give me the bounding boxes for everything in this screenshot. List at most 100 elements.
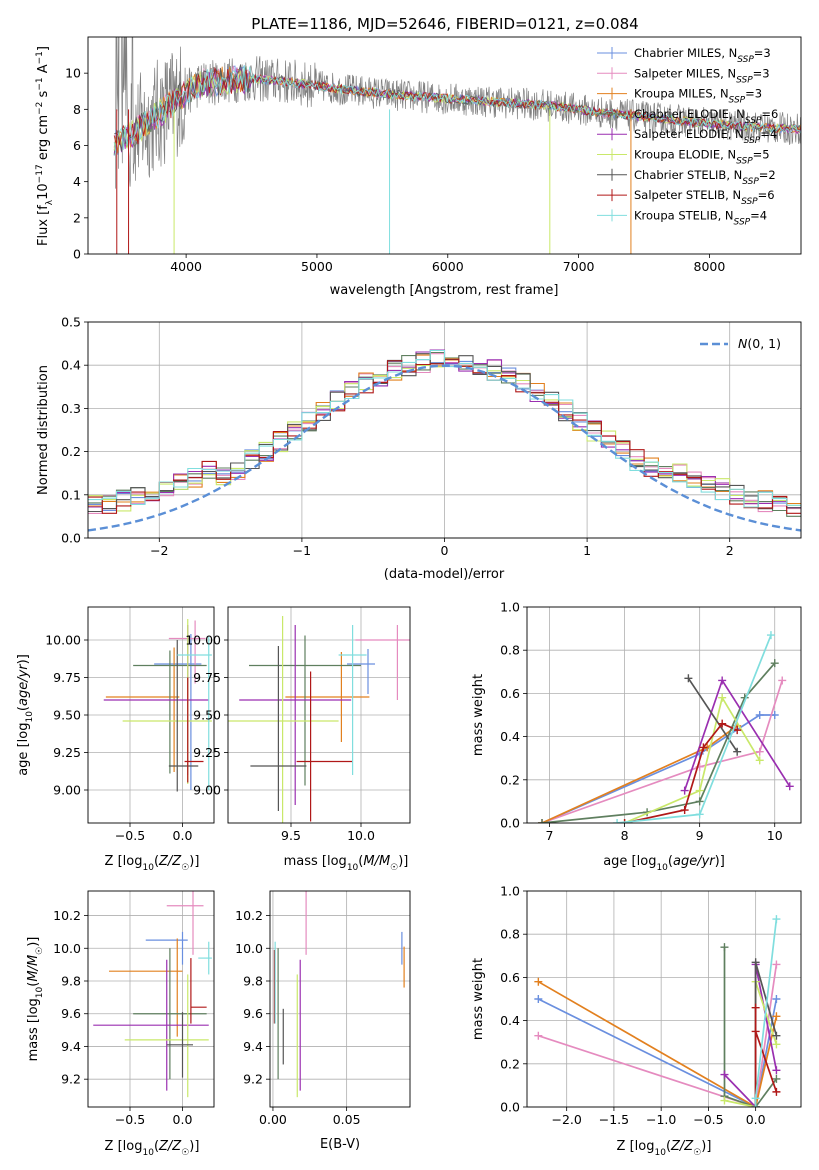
- y-axis-label: mass weight: [471, 958, 486, 1040]
- x-tick-label: 6000: [432, 259, 464, 274]
- plot-area: [103, 619, 212, 792]
- y-tick-label: 0.8: [500, 927, 520, 942]
- y-axis-label: Normed distribution: [36, 365, 51, 495]
- plot-area: [88, 349, 801, 532]
- x-tick-label: 10: [767, 828, 783, 843]
- mass-weight-series: [541, 662, 776, 823]
- mass-weight-marker: [620, 819, 629, 823]
- mass-weight-marker: [680, 806, 689, 815]
- mass-weight-marker: [751, 1103, 760, 1107]
- y-tick-label: 8: [73, 102, 81, 117]
- legend-label: Salpeter ELODIE, NSSP=4: [634, 127, 777, 146]
- y-tick-label: 9.00: [193, 783, 221, 798]
- x-tick-label: 0.0: [746, 1112, 766, 1127]
- model-spectrum-line: [113, 66, 801, 145]
- y-tick-label: 0.0: [500, 816, 520, 831]
- mass-weight-series: [541, 714, 775, 823]
- x-tick-label: 4000: [170, 259, 202, 274]
- y-tick-label: 9.4: [243, 1039, 263, 1054]
- y-tick-label: 10.2: [53, 908, 81, 923]
- y-tick-label: 9.6: [61, 1006, 81, 1021]
- y-tick-label: 1.0: [500, 600, 520, 615]
- x-tick-label: 7000: [563, 259, 595, 274]
- gaussian-reference-curve: [88, 364, 801, 532]
- x-tick-label: −0.5: [115, 828, 145, 843]
- y-tick-label: 0.0: [500, 1100, 520, 1115]
- y-tick-label: 0.6: [500, 970, 520, 985]
- y-tick-label: 10.0: [53, 941, 81, 956]
- x-tick-label: 10.0: [347, 828, 375, 843]
- mass-weight-series: [723, 947, 778, 1107]
- mass-weight-marker: [720, 943, 729, 952]
- legend-label: Chabrier MILES, NSSP=3: [634, 46, 771, 65]
- plot-mass_vs_ebv: 0.00 0.05 9.2 9.4 9.6 9.8 10.0 10.2 E(B-V): [235, 890, 411, 1152]
- x-tick-label: −1: [293, 543, 311, 558]
- y-tick-label: 9.50: [53, 708, 81, 723]
- mass-weight-marker: [772, 1031, 781, 1040]
- plot-age_vs_z: −0.5 0.0 9.00 9.25 9.50 9.75 10.00 Z [log10(Z/Z…: [16, 606, 215, 873]
- y-tick-label: 0: [73, 247, 81, 262]
- x-axis-label: age [log10(age/yr)]: [603, 854, 725, 873]
- plot-area: [113, 37, 801, 254]
- mass-weight-marker: [534, 1031, 543, 1040]
- mass-weight-marker: [772, 995, 781, 1003]
- x-tick-label: −2: [150, 543, 168, 558]
- plot-area: [538, 631, 794, 823]
- axes-frame: [269, 890, 411, 1108]
- plot-area: [93, 891, 212, 1098]
- mass-weight-marker: [613, 819, 622, 823]
- mass-weight-marker: [718, 693, 727, 702]
- x-tick-label: 9: [696, 828, 704, 843]
- y-tick-label: 6: [73, 138, 81, 153]
- y-axis-label: Flux [fλ10−17 erg cm−2 s−1 A−1]: [35, 46, 55, 246]
- mass-weight-marker: [695, 810, 704, 819]
- legend-label: Salpeter MILES, NSSP=3: [634, 66, 770, 85]
- x-axis-label: E(B-V): [320, 1137, 360, 1152]
- mass-weight-marker: [770, 659, 779, 668]
- y-tick-label: 0.4: [500, 1013, 520, 1028]
- mass-weight-marker: [755, 747, 764, 756]
- y-tick-label: 9.25: [53, 745, 81, 760]
- plot-mass_weight_vs_age: 7 8 9 10 0.0 0.2 0.4 0.6 0.8 1.0 age [log10(age/yr…: [471, 600, 802, 873]
- y-tick-label: 10.00: [185, 633, 221, 648]
- y-tick-label: 1.0: [500, 884, 520, 899]
- mass-weight-series: [617, 634, 772, 823]
- x-tick-label: −0.5: [693, 1112, 723, 1127]
- x-tick-label: 9.5: [281, 828, 301, 843]
- y-axis-label: age [log10(age/yr)]: [16, 654, 35, 776]
- plot-residuals: −2 −1 0 1 2 0.0 0.1 0.2 0.3 0.4 0.5 N(0, 1) (data-mo…: [36, 315, 802, 582]
- legend-label: Chabrier STELIB, NSSP=2: [634, 168, 776, 187]
- x-tick-label: 7: [546, 828, 554, 843]
- y-tick-label: 9.2: [243, 1072, 263, 1087]
- x-axis-label: mass [log10(M/M☉)]: [284, 854, 409, 873]
- mass-weight-marker: [778, 676, 787, 685]
- y-tick-label: 10.2: [235, 908, 263, 923]
- y-tick-label: 10: [65, 66, 81, 81]
- mass-weight-marker: [680, 786, 689, 795]
- residual-histogram: [88, 349, 801, 508]
- x-axis-label: Z [log10(Z/Z☉)]: [105, 1139, 200, 1158]
- axes-frame: [87, 890, 215, 1108]
- axes-frame: [526, 890, 802, 1108]
- mass-weight-marker: [772, 960, 781, 969]
- y-tick-label: 9.6: [243, 1006, 263, 1021]
- x-tick-label: 8: [621, 828, 629, 843]
- legend-label: Salpeter STELIB, NSSP=6: [634, 188, 775, 207]
- mass-weight-marker: [733, 726, 742, 735]
- mass-weight-series: [538, 964, 778, 1107]
- y-tick-label: 9.25: [193, 745, 221, 760]
- y-tick-label: 0.3: [61, 401, 81, 416]
- model-spectrum-line: [113, 65, 801, 154]
- y-tick-label: 9.75: [193, 670, 221, 685]
- mass-weight-marker: [720, 1096, 729, 1105]
- mass-weight-marker: [751, 1003, 760, 1012]
- y-tick-label: 0.2: [500, 772, 520, 787]
- mass-weight-marker: [772, 1074, 781, 1083]
- y-tick-label: 0.8: [500, 643, 520, 658]
- plot-area: [228, 616, 410, 823]
- axes-frame: [526, 606, 802, 824]
- y-tick-label: 0.0: [61, 531, 81, 546]
- mass-weight-marker: [755, 711, 764, 719]
